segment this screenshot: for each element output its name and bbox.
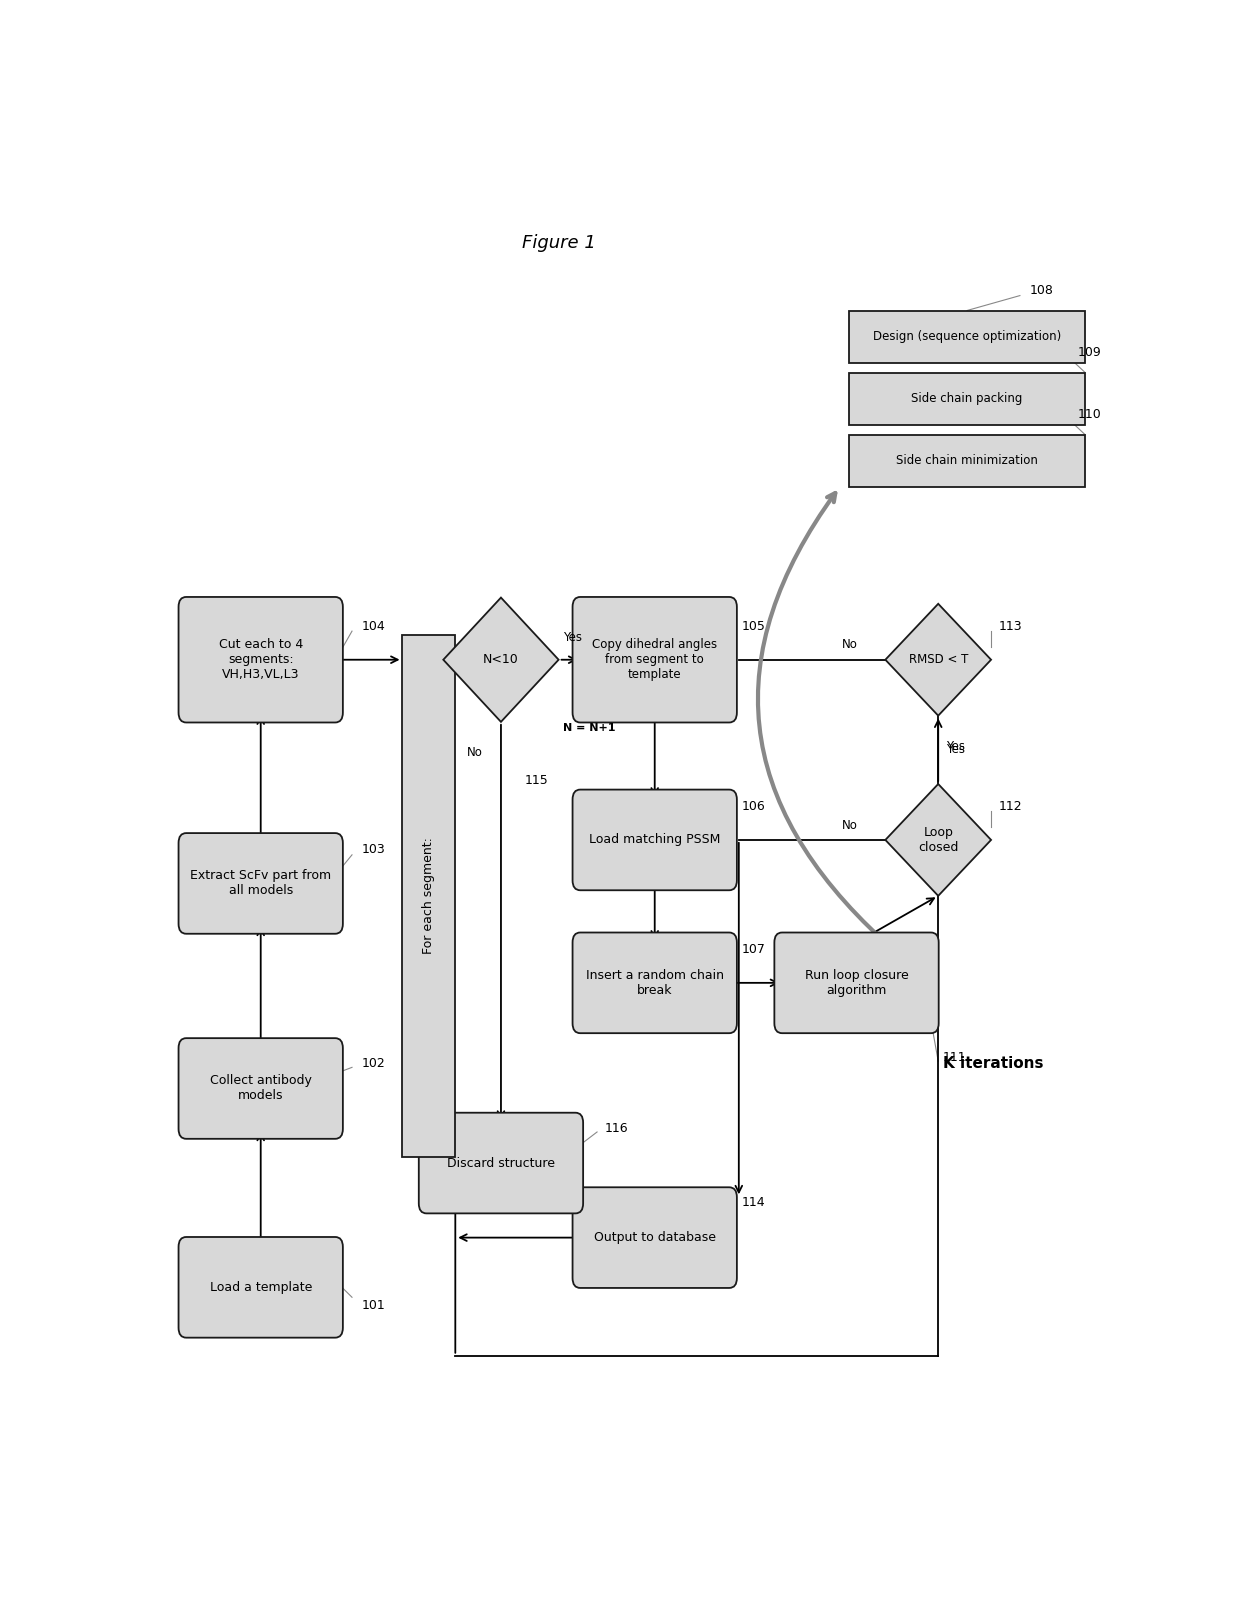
FancyBboxPatch shape <box>573 933 737 1033</box>
Bar <box>849 310 1085 363</box>
FancyBboxPatch shape <box>179 1236 343 1338</box>
Bar <box>849 373 1085 424</box>
Text: K iterations: K iterations <box>942 1056 1044 1072</box>
Text: Load a template: Load a template <box>210 1282 312 1294</box>
Text: 109: 109 <box>1078 347 1101 360</box>
Text: 103: 103 <box>362 844 386 857</box>
Text: 106: 106 <box>742 801 765 813</box>
Text: No: No <box>467 746 484 760</box>
Text: 101: 101 <box>362 1299 386 1312</box>
Text: 116: 116 <box>605 1122 629 1135</box>
FancyBboxPatch shape <box>179 597 343 723</box>
Text: 111: 111 <box>942 1051 967 1064</box>
Text: Design (sequence optimization): Design (sequence optimization) <box>873 331 1061 344</box>
Text: Load matching PSSM: Load matching PSSM <box>589 833 720 846</box>
Text: 107: 107 <box>742 943 765 955</box>
Text: 104: 104 <box>362 620 386 633</box>
Text: Side chain packing: Side chain packing <box>911 392 1023 405</box>
Text: 114: 114 <box>742 1196 765 1209</box>
Text: 102: 102 <box>362 1057 386 1070</box>
Text: 113: 113 <box>998 620 1023 633</box>
Polygon shape <box>444 597 558 721</box>
FancyBboxPatch shape <box>419 1112 583 1214</box>
Text: Cut each to 4
segments:
VH,H3,VL,L3: Cut each to 4 segments: VH,H3,VL,L3 <box>218 638 303 681</box>
Text: No: No <box>842 638 858 652</box>
Text: Output to database: Output to database <box>594 1231 715 1244</box>
FancyBboxPatch shape <box>179 833 343 935</box>
Text: Extract ScFv part from
all models: Extract ScFv part from all models <box>190 870 331 897</box>
Text: Yes: Yes <box>946 741 965 754</box>
Text: Insert a random chain
break: Insert a random chain break <box>585 968 724 997</box>
Text: 110: 110 <box>1078 408 1101 421</box>
Text: For each segment:: For each segment: <box>423 838 435 954</box>
FancyBboxPatch shape <box>573 597 737 723</box>
Text: Yes: Yes <box>563 631 583 644</box>
FancyBboxPatch shape <box>573 789 737 891</box>
Bar <box>849 434 1085 487</box>
Text: Collect antibody
models: Collect antibody models <box>210 1075 311 1102</box>
Text: No: No <box>842 818 858 831</box>
Text: N = N+1: N = N+1 <box>563 723 616 733</box>
Text: 112: 112 <box>998 801 1023 813</box>
FancyBboxPatch shape <box>774 933 939 1033</box>
Text: Side chain minimization: Side chain minimization <box>897 455 1038 468</box>
Polygon shape <box>885 604 991 715</box>
FancyBboxPatch shape <box>179 1038 343 1139</box>
FancyArrowPatch shape <box>758 492 883 941</box>
Text: Copy dihedral angles
from segment to
template: Copy dihedral angles from segment to tem… <box>593 638 717 681</box>
Text: 105: 105 <box>742 620 765 633</box>
Bar <box>403 634 455 1157</box>
Text: 108: 108 <box>1029 284 1054 297</box>
Text: Discard structure: Discard structure <box>446 1157 556 1170</box>
Text: RMSD < T: RMSD < T <box>909 654 968 667</box>
Text: Yes: Yes <box>946 744 965 757</box>
Text: Figure 1: Figure 1 <box>522 234 595 252</box>
Polygon shape <box>885 784 991 896</box>
Text: N<10: N<10 <box>484 654 518 667</box>
Text: 115: 115 <box>525 773 549 786</box>
Text: Run loop closure
algorithm: Run loop closure algorithm <box>805 968 909 997</box>
FancyBboxPatch shape <box>573 1188 737 1288</box>
Text: Loop
closed: Loop closed <box>918 826 959 854</box>
